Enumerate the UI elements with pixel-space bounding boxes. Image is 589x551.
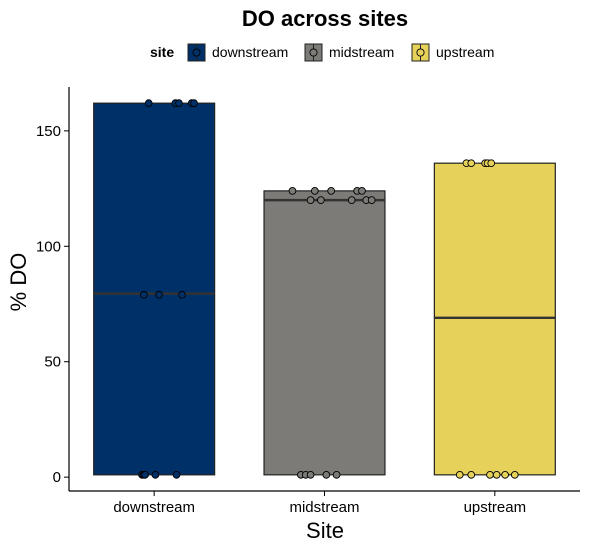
y-tick-label-50: 50 <box>44 354 61 371</box>
point-downstream-5 <box>140 290 148 299</box>
point-midstream-2 <box>306 470 315 479</box>
point-downstream-6 <box>155 290 163 299</box>
legend-key-point-downstream <box>192 48 201 57</box>
point-downstream-2 <box>141 470 149 479</box>
legend-label-downstream: downstream <box>212 44 288 60</box>
plot-area <box>93 99 556 479</box>
box-midstream <box>263 190 386 476</box>
y-tick-label-0: 0 <box>53 469 61 486</box>
legend-key-point-midstream <box>309 48 318 57</box>
chart-title: DO across sites <box>242 6 408 31</box>
point-midstream-14 <box>358 187 366 195</box>
point-downstream-4 <box>172 470 181 479</box>
point-upstream-4 <box>501 470 509 479</box>
x-tick-label-upstream: upstream <box>464 499 527 516</box>
point-midstream-3 <box>322 470 331 479</box>
point-upstream-1 <box>467 470 476 479</box>
y-tick-label-100: 100 <box>36 238 61 255</box>
point-midstream-9 <box>367 196 376 204</box>
y-axis-title: % DO <box>6 253 31 312</box>
point-downstream-3 <box>151 470 160 479</box>
point-midstream-4 <box>332 470 341 479</box>
axes: 0 50 100 150 downstream midstream upstream <box>36 87 580 516</box>
point-midstream-12 <box>327 187 336 195</box>
point-downstream-12 <box>190 99 198 108</box>
x-axis-title: Site <box>306 518 344 543</box>
y-tick-label-150: 150 <box>36 123 61 140</box>
box-downstream <box>93 102 216 476</box>
point-downstream-10 <box>175 99 183 108</box>
x-tick-label-midstream: midstream <box>289 499 359 516</box>
point-upstream-7 <box>467 159 476 168</box>
point-downstream-7 <box>178 290 186 299</box>
point-midstream-11 <box>310 187 319 195</box>
point-downstream-8 <box>144 99 153 108</box>
legend-title: site <box>150 44 174 60</box>
point-midstream-7 <box>347 196 356 204</box>
legend-label-midstream: midstream <box>329 44 394 60</box>
point-midstream-5 <box>306 196 315 204</box>
point-midstream-10 <box>288 187 297 195</box>
legend-label-upstream: upstream <box>436 44 494 60</box>
point-upstream-2 <box>486 470 494 479</box>
legend: site downstream midstream upstream <box>150 43 494 62</box>
point-upstream-0 <box>455 470 464 479</box>
point-upstream-5 <box>510 470 519 479</box>
x-tick-label-downstream: downstream <box>113 499 195 516</box>
point-upstream-10 <box>487 159 496 168</box>
point-midstream-6 <box>317 196 325 204</box>
point-upstream-3 <box>492 470 501 479</box>
legend-key-point-upstream <box>416 48 425 57</box>
